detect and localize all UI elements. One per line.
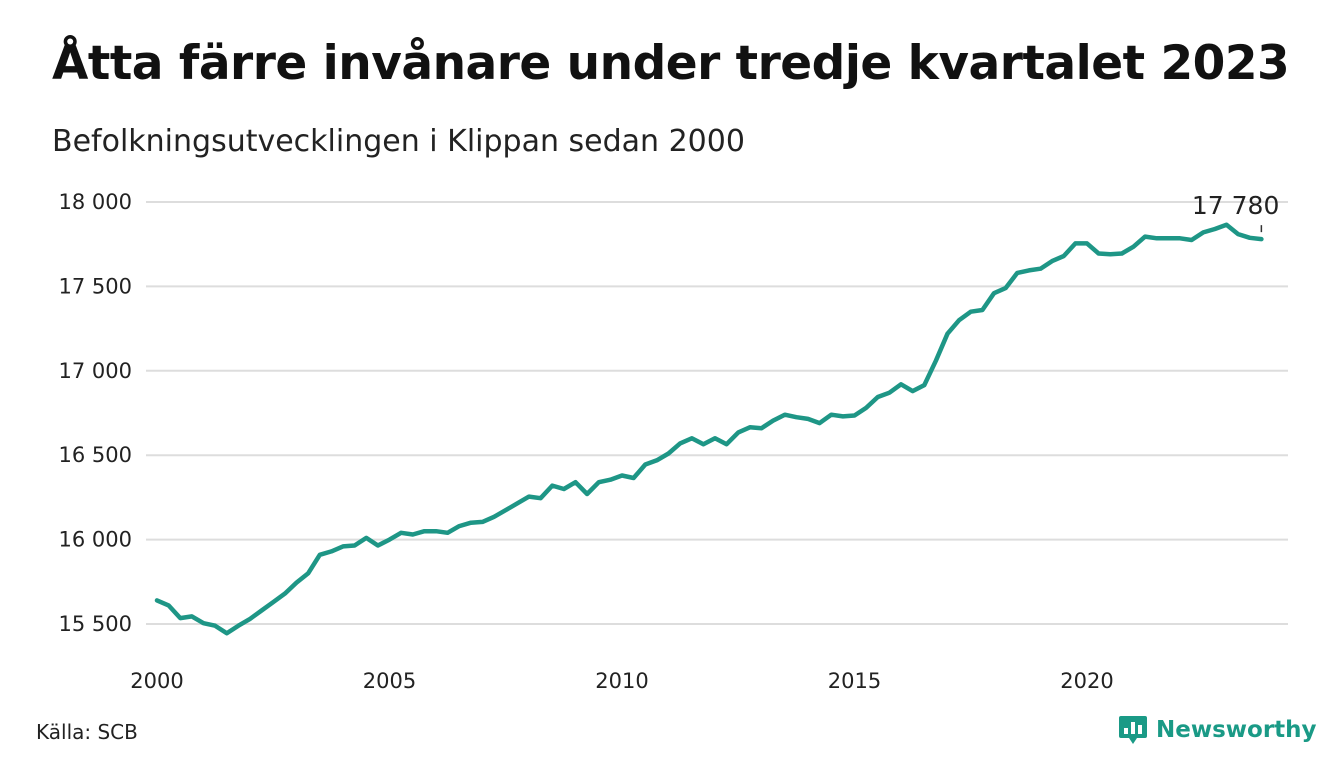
line-chart: 15 500 16 000 16 500 17 000 17 500 18 000 200… — [59, 190, 1288, 693]
y-tick-label: 16 500 — [59, 443, 132, 467]
y-tick-label: 17 500 — [59, 274, 132, 298]
annotations: 17 780 — [1192, 191, 1279, 233]
source-note: Källa: SCB — [36, 720, 138, 744]
brand-name: Newsworthy — [1156, 717, 1317, 743]
x-tick-label: 2015 — [828, 669, 881, 693]
y-tick-label: 17 000 — [59, 359, 132, 383]
series-line — [154, 222, 1264, 636]
newsworthy-logo-icon — [1119, 716, 1147, 744]
x-tick-label: 2020 — [1060, 669, 1113, 693]
series-layer — [154, 222, 1264, 636]
y-tick-label: 16 000 — [59, 528, 132, 552]
x-axis-labels: 2000 2005 2010 2015 2020 — [130, 669, 1113, 693]
end-value-label: 17 780 — [1192, 191, 1279, 220]
brand-logo: Newsworthy — [1118, 714, 1317, 746]
x-tick-label: 2000 — [130, 669, 183, 693]
chart-title: Åtta färre invånare under tredje kvartal… — [52, 36, 1290, 91]
y-tick-label: 15 500 — [59, 612, 132, 636]
x-tick-label: 2005 — [363, 669, 416, 693]
y-tick-label: 18 000 — [59, 190, 132, 214]
gridlines — [146, 201, 1288, 625]
x-tick-label: 2010 — [595, 669, 648, 693]
y-axis-labels: 15 500 16 000 16 500 17 000 17 500 18 000 — [59, 190, 132, 636]
chart-subtitle: Befolkningsutvecklingen i Klippan sedan … — [52, 124, 745, 159]
